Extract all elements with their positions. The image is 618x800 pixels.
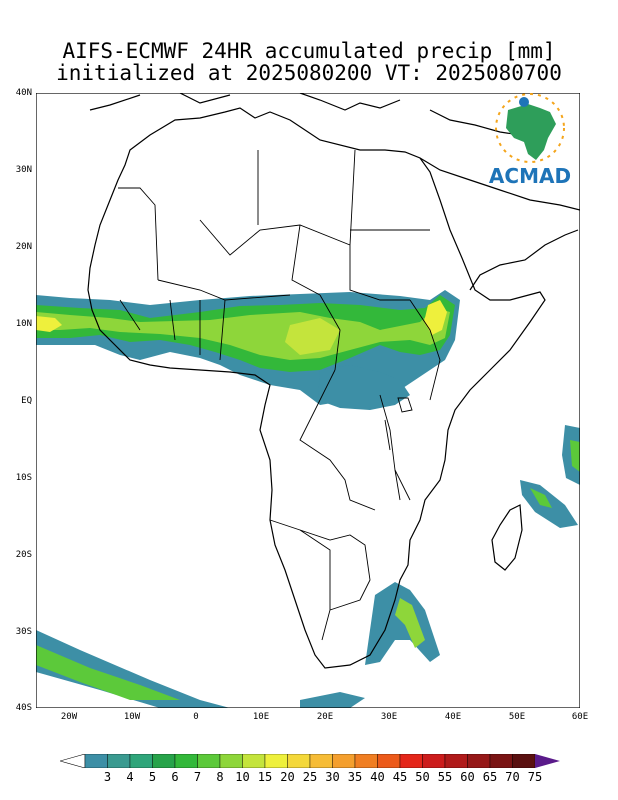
colorbar-cell — [152, 754, 176, 768]
precip-congo — [318, 365, 410, 410]
lat-label-10n: 10N — [15, 319, 32, 329]
precip-indian-ocean-core — [570, 440, 580, 472]
colorbar-label: 7 — [193, 770, 202, 784]
lat-label-30n: 30N — [15, 165, 32, 175]
africa-coastline — [87, 107, 546, 669]
lat-label-40s: 40S — [15, 703, 32, 713]
colorbar-cell — [444, 754, 468, 768]
colorbar-label: 4 — [126, 770, 134, 784]
precip-atlantic-core — [36, 316, 62, 332]
colorbar-cell — [467, 754, 491, 768]
ocean-background — [36, 93, 580, 708]
europe-coastline — [89, 93, 521, 136]
acmad-logo-text: ACMAD — [488, 164, 572, 188]
precip-central-core — [285, 318, 340, 355]
lat-label-20n: 20N — [15, 242, 32, 252]
precip-areas — [36, 290, 580, 708]
colorbar-label: 5 — [148, 770, 157, 784]
lon-label-60e: 60E — [571, 712, 589, 722]
map-title-line2: initialized at 2025080200 VT: 2025080700 — [56, 61, 562, 85]
map-title-line1: AIFS-ECMWF 24HR accumulated precip [mm] — [62, 39, 556, 63]
madagascar-coastline — [491, 504, 523, 571]
colorbar-label: 50 — [415, 770, 430, 784]
colorbar-cells — [60, 754, 560, 768]
colorbar-label: 20 — [280, 770, 295, 784]
precip-south-atlantic-core — [36, 645, 180, 700]
lon-label-50e: 50E — [508, 712, 526, 722]
precip-south-ocean-east — [300, 692, 365, 708]
logo-drop-icon — [519, 97, 529, 107]
precip-sahel-band-inner — [36, 308, 450, 360]
colorbar-cell — [354, 754, 378, 768]
precip-madagascar-core — [530, 488, 552, 508]
lat-label-40n: 40N — [15, 88, 32, 98]
colorbar-end-arrow — [535, 754, 560, 768]
precip-indian-ocean-east — [562, 425, 580, 485]
colorbar-label: 25 — [302, 770, 318, 784]
colorbar-label: 65 — [482, 770, 498, 784]
lon-label-0: 0 — [193, 712, 199, 722]
colorbar-label: 15 — [257, 770, 273, 784]
colorbar-cell — [332, 754, 356, 768]
colorbar-label: 60 — [460, 770, 475, 784]
colorbar-cell — [174, 754, 198, 768]
lon-label-30e: 30E — [380, 712, 398, 722]
arabia-coastline — [419, 157, 580, 291]
colorbar-cell — [242, 754, 266, 768]
lat-label-20s: 20S — [15, 550, 32, 560]
colorbar-label: 10 — [235, 770, 250, 784]
acmad-logo — [495, 93, 565, 163]
colorbar-label: 70 — [505, 770, 520, 784]
colorbar-cell — [197, 754, 221, 768]
great-lakes — [384, 397, 413, 501]
colorbar-cell — [399, 754, 423, 768]
precip-map — [36, 93, 580, 708]
colorbar-label: 6 — [171, 770, 179, 784]
colorbar-cell — [107, 754, 131, 768]
lon-label-10w: 10W — [123, 712, 141, 722]
country-borders — [118, 149, 441, 641]
colorbar-cell — [309, 754, 333, 768]
colorbar-label: 55 — [437, 770, 453, 784]
colorbar — [60, 754, 560, 768]
colorbar-label: 40 — [370, 770, 385, 784]
lon-label-20w: 20W — [60, 712, 78, 722]
colorbar-cell — [129, 754, 153, 768]
colorbar-label: 35 — [347, 770, 363, 784]
colorbar-label: 45 — [392, 770, 408, 784]
colorbar-label: 8 — [216, 770, 224, 784]
colorbar-cell — [287, 754, 311, 768]
colorbar-cell — [219, 754, 243, 768]
colorbar-start-arrow — [60, 754, 86, 768]
precip-south-africa-core — [395, 598, 425, 648]
colorbar-cell — [489, 754, 513, 768]
lat-label-30s: 30S — [15, 627, 32, 637]
colorbar-cell — [512, 754, 536, 768]
lat-label-eq: EQ — [21, 396, 32, 406]
coastlines — [87, 93, 580, 669]
colorbar-cell — [264, 754, 288, 768]
colorbar-cell — [422, 754, 446, 768]
lon-label-40e: 40E — [444, 712, 462, 722]
logo-sun-ring — [495, 93, 565, 163]
lat-label-10s: 10S — [15, 473, 32, 483]
logo-africa-shape — [506, 104, 556, 160]
precip-south-africa — [365, 582, 440, 665]
colorbar-label: 3 — [103, 770, 112, 784]
colorbar-cell — [377, 754, 401, 768]
lon-label-20e: 20E — [316, 712, 334, 722]
colorbar-label: 30 — [325, 770, 340, 784]
precip-ethiopia-core — [424, 300, 447, 335]
colorbar-cell — [84, 754, 108, 768]
lon-label-10e: 10E — [252, 712, 270, 722]
colorbar-label: 75 — [527, 770, 543, 784]
